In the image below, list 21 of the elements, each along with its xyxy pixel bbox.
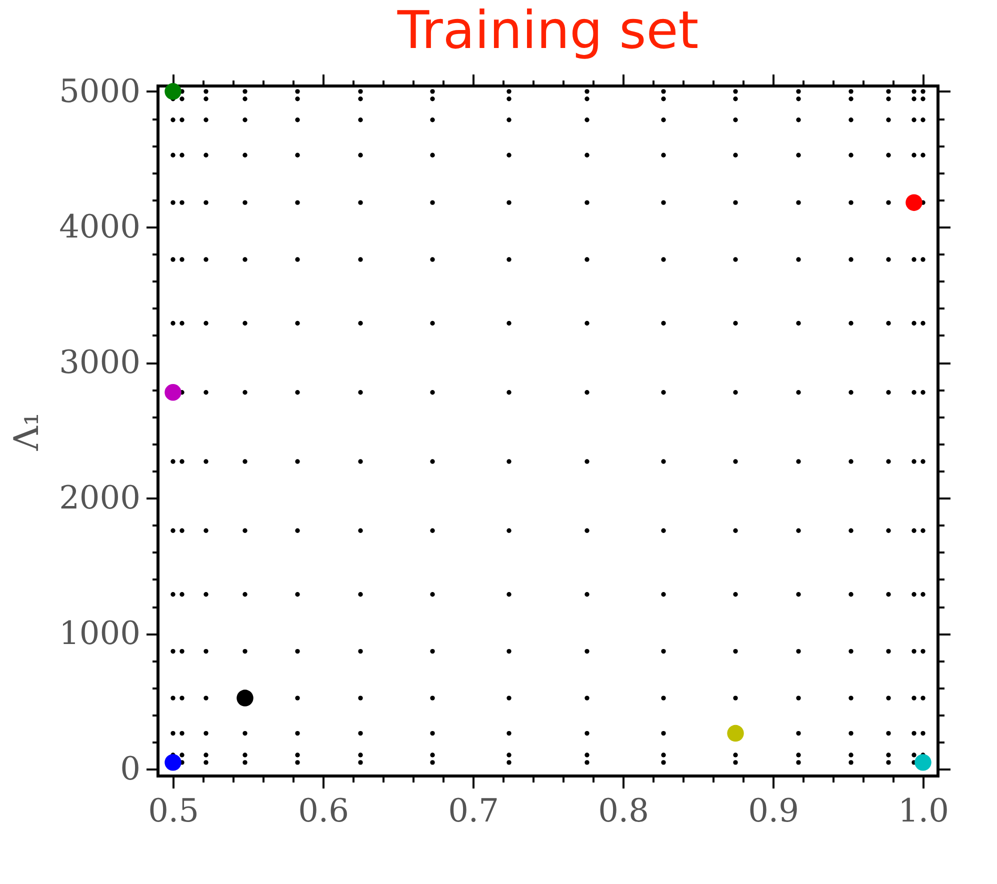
point: [727, 724, 744, 742]
y-tick-label: 2000: [59, 478, 140, 517]
y-tick-label: 4000: [59, 207, 140, 246]
point: [164, 754, 182, 771]
x-tick-label: 0.8: [598, 792, 649, 830]
point: [164, 83, 182, 100]
x-tick-label: 0.6: [298, 792, 349, 830]
y-axis-title: Λ₁: [7, 412, 48, 452]
x-tick-label: 0.9: [748, 792, 799, 830]
x-tick-label: 0.5: [148, 792, 199, 830]
chart-title: Training set: [396, 1, 699, 61]
x-tick-label: 0.7: [448, 792, 499, 830]
y-tick-label: 0: [120, 750, 140, 788]
y-tick-label: 1000: [59, 614, 140, 652]
point: [236, 690, 254, 706]
point: [906, 194, 922, 211]
point: [914, 754, 932, 771]
y-tick-label: 3000: [59, 343, 140, 382]
point: [164, 384, 182, 401]
y-tick-label: 5000: [59, 72, 140, 110]
x-tick-label: 1.0: [898, 792, 949, 830]
